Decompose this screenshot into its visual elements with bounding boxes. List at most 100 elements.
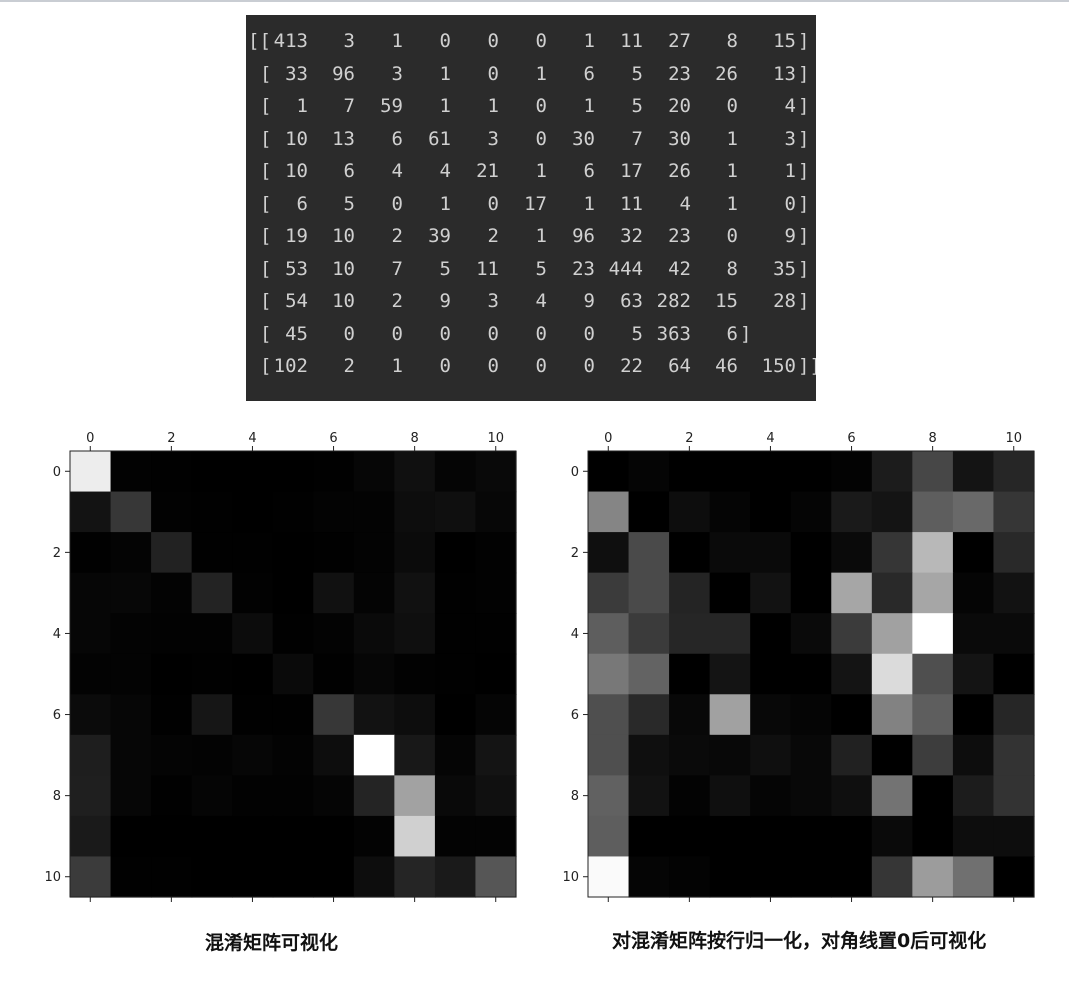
bracket: ] — [798, 30, 810, 52]
heatmap-cell — [434, 613, 477, 655]
bracket: [ — [260, 355, 272, 377]
matrix-cell-value: 21 — [476, 160, 499, 182]
heatmap-cell — [434, 856, 477, 898]
matrix-cell-value: 1 — [583, 95, 595, 117]
heatmap-cell — [871, 532, 913, 574]
heatmap-cell — [588, 491, 630, 533]
matrix-cell-value: 6 — [391, 127, 403, 150]
x-tick-label: 10 — [1005, 431, 1022, 446]
heatmap-cell — [191, 653, 233, 695]
matrix-cell-value: 2 — [391, 225, 403, 247]
heatmap-cell — [790, 775, 832, 817]
heatmap-cell — [232, 653, 274, 695]
heatmap-cell — [871, 815, 913, 858]
y-tick-label: 10 — [44, 870, 61, 885]
heatmap-cell — [394, 815, 436, 858]
matrix-cell-value: 7 — [631, 127, 643, 150]
bracket: [ — [260, 160, 272, 182]
heatmap-cell — [709, 694, 751, 736]
matrix-cell-value: 0 — [726, 225, 738, 247]
matrix-cell-value: 1 — [784, 160, 796, 182]
heatmap-cell — [272, 613, 314, 655]
heatmap-cell — [353, 613, 395, 655]
heatmap-cell — [151, 613, 193, 655]
left-chart-caption: 混淆矩阵可视化 — [205, 932, 339, 954]
heatmap-cell — [750, 653, 792, 695]
matrix-cell-value: 0 — [439, 355, 451, 377]
heatmap-cell — [110, 491, 152, 533]
y-tick-label: 6 — [571, 708, 579, 723]
heatmap-cell — [993, 613, 1035, 655]
heatmap-cell — [313, 775, 355, 817]
heatmap-cell — [70, 856, 112, 898]
matrix-cell-value: 13 — [332, 127, 355, 150]
heatmap-cell — [70, 451, 112, 493]
matrix-cell-value: 11 — [476, 257, 499, 280]
heatmap-cell — [232, 856, 274, 898]
heatmap-cell — [151, 491, 193, 533]
matrix-cell-value: 5 — [439, 257, 451, 280]
heatmap-cell — [750, 532, 792, 574]
heatmap-cell — [232, 613, 274, 655]
matrix-cell-value: 0 — [583, 322, 595, 345]
heatmap-cell — [790, 613, 832, 655]
matrix-cell-value: 17 — [524, 192, 547, 215]
heatmap-cell — [831, 815, 873, 858]
x-tick-label: 4 — [248, 431, 256, 446]
matrix-cell-value: 6 — [296, 192, 308, 215]
matrix-cell-value: 3 — [784, 127, 796, 150]
heatmap-cell — [750, 856, 792, 898]
matrix-cell-value: 45 — [285, 322, 308, 345]
heatmap-cell — [353, 653, 395, 695]
heatmap-cell — [110, 532, 152, 574]
matrix-cell-value: 4 — [535, 290, 547, 312]
matrix-cell-value: 5 — [343, 192, 355, 215]
matrix-cell-value: 363 — [656, 322, 691, 345]
heatmap-cell — [151, 815, 193, 858]
heatmap-cell — [952, 694, 995, 736]
heatmap-cell — [151, 572, 193, 614]
matrix-cell-value: 1 — [726, 127, 738, 150]
heatmap-cell — [191, 572, 233, 614]
heatmap-cell — [313, 694, 355, 736]
heatmap-cell — [394, 491, 436, 533]
heatmap-cell — [191, 613, 233, 655]
top-divider — [0, 0, 1069, 2]
heatmap-cell — [475, 613, 517, 655]
matrix-cell-value: 6 — [726, 322, 738, 345]
x-tick-label: 6 — [329, 431, 337, 446]
heatmap-cell — [272, 815, 314, 858]
heatmap-cell — [952, 572, 995, 614]
bracket: [ — [260, 127, 272, 150]
heatmap-cell — [110, 694, 152, 736]
heatmap-cell — [70, 653, 112, 695]
matrix-cell-value: 64 — [668, 355, 691, 377]
heatmap-cell — [313, 815, 355, 858]
matrix-cell-value: 10 — [332, 257, 355, 280]
matrix-cell-value: 53 — [285, 257, 308, 280]
heatmap-cell — [831, 856, 873, 898]
heatmap-cell — [871, 856, 913, 898]
heatmap-cell — [628, 491, 670, 533]
heatmap-cell — [709, 532, 751, 574]
matrix-row: [6 5 0 1 0 17 1 11 4 1 0] — [246, 189, 816, 219]
heatmap-cell — [313, 572, 355, 614]
heatmap-cell — [232, 694, 274, 736]
heatmap-cell — [434, 451, 477, 493]
heatmap-cell — [952, 653, 995, 695]
heatmap-cell — [993, 775, 1035, 817]
heatmap-cell — [394, 532, 436, 574]
x-tick-label: 0 — [86, 431, 94, 446]
heatmap-cell — [588, 694, 630, 736]
matrix-cell-value: 96 — [572, 225, 595, 247]
matrix-cell-value: 1 — [726, 192, 738, 215]
heatmap-cell — [191, 532, 233, 574]
heatmap-cell — [588, 775, 630, 817]
matrix-cell-value: 0 — [487, 192, 499, 215]
bracket: ] — [798, 127, 810, 150]
matrix-cell-value: 10 — [332, 290, 355, 312]
heatmap-cell — [232, 451, 274, 493]
confusion-matrix-heatmap: 0 2 4 6 8 10 0 2 4 6 8 10 — [40, 415, 520, 915]
heatmap-cell — [313, 532, 355, 574]
heatmap-cell — [912, 451, 954, 493]
